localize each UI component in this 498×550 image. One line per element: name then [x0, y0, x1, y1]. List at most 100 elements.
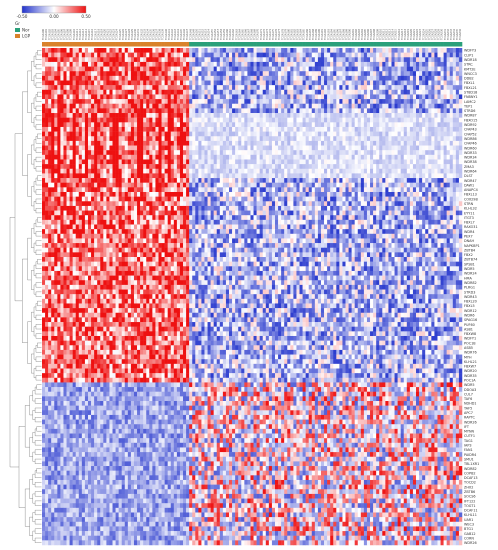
heatmap-cell: [366, 85, 371, 91]
heatmap-cell: [268, 187, 273, 193]
heatmap-cell: [94, 196, 98, 202]
heatmap-cell: [281, 201, 285, 207]
heatmap-cell: [425, 150, 429, 156]
heatmap-cell: [333, 99, 337, 104]
heatmap-cell: [60, 201, 64, 207]
heatmap-cell: [158, 140, 162, 146]
heatmap-cell: [195, 154, 199, 160]
heatmap-cell: [320, 61, 325, 67]
heatmap-cell: [455, 57, 460, 63]
heatmap-cell: [305, 173, 309, 179]
heatmap-cell: [87, 99, 92, 104]
heatmap-cell: [314, 159, 319, 165]
heatmap-cell: [336, 89, 340, 95]
heatmap-cell: [69, 191, 73, 197]
heatmap-cell: [339, 173, 343, 179]
heatmap-cell: [207, 145, 211, 151]
heatmap-cell: [229, 80, 233, 86]
heatmap-cell: [373, 168, 377, 174]
heatmap-cell: [382, 168, 386, 174]
heatmap-cell: [330, 117, 334, 123]
heatmap-cell: [385, 164, 389, 170]
sample-group-cell: [152, 42, 156, 47]
heatmap-cell: [311, 140, 316, 146]
heatmap-cell: [103, 168, 107, 174]
heatmap-cell: [192, 71, 196, 77]
sample-group-cell: [244, 42, 248, 47]
heatmap-cell: [281, 178, 285, 183]
heatmap-cell: [109, 136, 113, 142]
heatmap-cell: [403, 57, 408, 63]
heatmap-cell: [201, 150, 205, 156]
sample-group-cell: [419, 42, 423, 47]
heatmap-cell: [118, 48, 122, 53]
heatmap-cell: [431, 108, 435, 114]
heatmap-cell: [449, 168, 454, 174]
heatmap-cell: [238, 126, 242, 132]
heatmap-cell: [336, 103, 340, 109]
heatmap-cell: [290, 187, 294, 193]
heatmap-cell: [133, 168, 138, 174]
heatmap-cell: [287, 196, 291, 202]
heatmap-cell: [348, 75, 352, 81]
sample-group-cell: [100, 42, 104, 47]
heatmap-cell: [91, 61, 95, 67]
heatmap-cell: [370, 164, 374, 170]
heatmap-cell: [155, 136, 159, 142]
heatmap-cell: [103, 182, 107, 188]
heatmap-cell: [216, 136, 221, 142]
heatmap-cell: [127, 159, 132, 165]
heatmap-cell: [115, 103, 119, 109]
heatmap-cell: [179, 140, 184, 146]
heatmap-cell: [397, 61, 401, 67]
sample-group-cell: [207, 42, 211, 47]
heatmap-cell: [195, 173, 199, 179]
heatmap-cell: [333, 117, 337, 123]
heatmap-cell: [54, 164, 58, 170]
heatmap-cell: [253, 173, 257, 179]
heatmap-cell: [431, 66, 435, 72]
heatmap-cell: [366, 173, 371, 179]
heatmap-cell: [103, 52, 107, 58]
heatmap-cell: [290, 94, 294, 100]
heatmap-cell: [204, 126, 208, 132]
heatmap-cell: [130, 187, 135, 193]
heatmap-cell: [299, 89, 303, 95]
heatmap-cell: [161, 108, 165, 114]
heatmap-cell: [416, 159, 420, 165]
heatmap-cell: [118, 140, 122, 146]
heatmap-cell: [443, 136, 447, 142]
heatmap-cell: [425, 85, 429, 91]
heatmap-cell: [235, 159, 239, 165]
heatmap-cell: [308, 187, 313, 193]
heatmap-cell: [247, 187, 251, 193]
heatmap-cell: [198, 164, 202, 170]
heatmap-cell: [189, 173, 193, 179]
heatmap-cell: [167, 150, 172, 156]
heatmap-cell: [232, 66, 236, 72]
heatmap-cell: [244, 126, 248, 132]
heatmap-cell: [382, 52, 386, 58]
sample-group-cell: [94, 42, 98, 47]
heatmap-cell: [198, 80, 202, 86]
heatmap-cell: [370, 80, 374, 86]
heatmap-cell: [204, 173, 208, 179]
heatmap-cell: [229, 48, 233, 53]
heatmap-cell: [302, 103, 306, 109]
heatmap-cell: [342, 57, 346, 63]
heatmap-cell: [112, 168, 116, 174]
heatmap-cell: [360, 178, 365, 183]
heatmap-cell: [394, 99, 398, 104]
heatmap-cell: [253, 150, 257, 156]
heatmap-cell: [57, 154, 61, 160]
heatmap-cell: [207, 85, 211, 91]
heatmap-cell: [440, 66, 444, 72]
heatmap-cell: [391, 154, 395, 160]
heatmap-cell: [155, 164, 159, 170]
heatmap-cell: [45, 168, 49, 174]
heatmap-cell: [195, 205, 199, 211]
heatmap-cell: [45, 205, 49, 211]
heatmap-cell: [66, 191, 70, 197]
heatmap-cell: [109, 71, 113, 77]
heatmap-cell: [137, 103, 141, 109]
